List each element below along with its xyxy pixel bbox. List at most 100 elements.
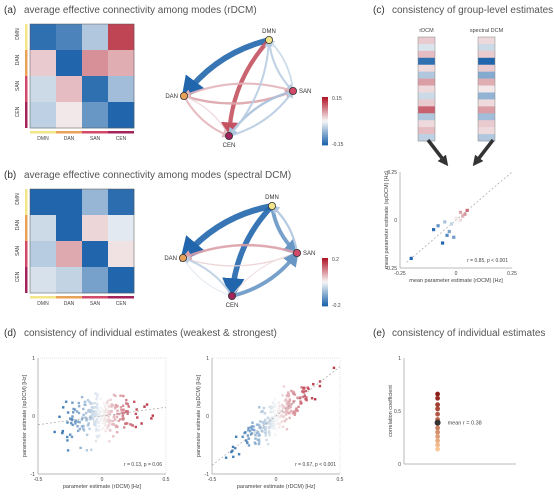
scatter-point (299, 402, 302, 405)
edge-dmn-san (267, 39, 295, 93)
scatter-point (272, 427, 275, 430)
scatter-point (98, 412, 101, 415)
col-bar-cen (108, 296, 134, 299)
column-cell (418, 57, 435, 66)
correlation-point (435, 391, 440, 397)
colorbar-step (322, 270, 328, 273)
colorbar-step (322, 124, 328, 127)
scatter-point (125, 410, 128, 413)
scatter-point (261, 421, 264, 424)
colorbar-step (322, 105, 328, 107)
heatmap-cell (30, 50, 57, 77)
scatter-point (73, 408, 77, 411)
column-cell (418, 106, 435, 114)
colorbar-min: -0.15 (332, 142, 344, 148)
colorbar-step (322, 108, 328, 111)
scatter-point (121, 404, 125, 407)
scatter-point (436, 224, 440, 228)
colorbar-step (322, 294, 328, 297)
scatter-point (268, 420, 272, 423)
colorbar-step (322, 269, 328, 272)
row-bar-dan (25, 215, 28, 241)
scatter-point (264, 418, 267, 422)
scatter-point (99, 397, 102, 401)
column-cell (418, 113, 435, 121)
col-label: SAN (90, 301, 101, 307)
colorbar-step (322, 117, 328, 120)
scatter-point (94, 424, 97, 427)
heatmap-cell (30, 76, 57, 103)
scatter-point (110, 405, 113, 408)
col-label: DAN (64, 301, 75, 307)
scatter-point (77, 429, 80, 433)
colorbar-step (322, 121, 328, 123)
scatter-point (103, 415, 106, 418)
column-cell (478, 71, 495, 79)
scatter-point (104, 411, 107, 414)
scatter-point (272, 422, 276, 425)
scatter-point (97, 425, 101, 428)
y-axis-label: correlation coefficient (388, 385, 394, 437)
scatter-point (283, 419, 287, 423)
y-axis-label: parameter estimate (spDCM) [Hz] (196, 374, 202, 457)
scatter-point (115, 412, 119, 416)
scatter-point (107, 411, 110, 415)
scatter-point (250, 427, 254, 431)
scatter-point (85, 433, 89, 437)
scatter-point (449, 222, 454, 226)
column-cell (478, 134, 495, 142)
col-label: CEN (116, 301, 127, 307)
scatter-point (263, 412, 267, 415)
scatter-point (291, 412, 295, 415)
scatter-point (64, 400, 68, 403)
colorbar-step (322, 103, 328, 106)
scatter-d-weakest: -0.5 0 0.5 1 0 -1 parameter estimate (rDCM) [H… (22, 356, 170, 490)
column-cell (418, 99, 435, 107)
heatmap-cell (82, 102, 109, 129)
scatter-point (302, 391, 305, 394)
scatter-point (250, 425, 254, 428)
correlation-point (435, 434, 440, 439)
y-tick-label: -0.25 (386, 266, 398, 272)
colorbar-step (322, 135, 328, 138)
correlation-point (435, 406, 440, 412)
scatter-point (109, 419, 113, 423)
scatter-point (80, 395, 84, 399)
colorbar-step (322, 138, 328, 141)
scatter-point (258, 406, 261, 409)
scatter-point (91, 412, 94, 416)
scatter-point (112, 423, 115, 426)
col-bar-dmn (30, 296, 56, 299)
panel-e-title: consistency of individual estimates (392, 328, 545, 339)
row-label: DMN (15, 28, 21, 40)
colorbar-a: 0.15 -0.15 (322, 96, 344, 148)
scatter-point (271, 410, 275, 414)
colorbar-step (322, 277, 328, 280)
scatter-point (296, 396, 299, 399)
scatter-point (267, 430, 271, 433)
row-label: DAN (15, 54, 21, 65)
scatter-e: 1 0.5 0 correlation coefficient mean r = 0.3… (388, 356, 516, 468)
scatter-point (126, 422, 129, 425)
node-label-dan: DAN (164, 256, 177, 262)
column-cell (418, 120, 435, 128)
scatter-point (264, 428, 267, 432)
y-axis-label: mean parameter estimate (spDCM) [Hz] (384, 171, 390, 269)
scatter-point (267, 425, 270, 429)
scatter-point (231, 445, 235, 449)
scatter-point (121, 418, 125, 421)
scatter-point (116, 404, 119, 408)
scatter-point (273, 403, 277, 406)
scatter-point (273, 420, 277, 423)
scatter-point (445, 233, 449, 237)
arrow-spdcm (472, 138, 495, 167)
scatter-point (252, 425, 255, 428)
node-san (288, 87, 297, 96)
c-arrows (426, 138, 495, 167)
scatter-point (75, 410, 79, 413)
scatter-point (249, 429, 252, 433)
scatter-point (260, 429, 263, 432)
scatter-point (97, 429, 100, 432)
scatter-point (286, 411, 289, 414)
scatter-point (110, 410, 113, 413)
